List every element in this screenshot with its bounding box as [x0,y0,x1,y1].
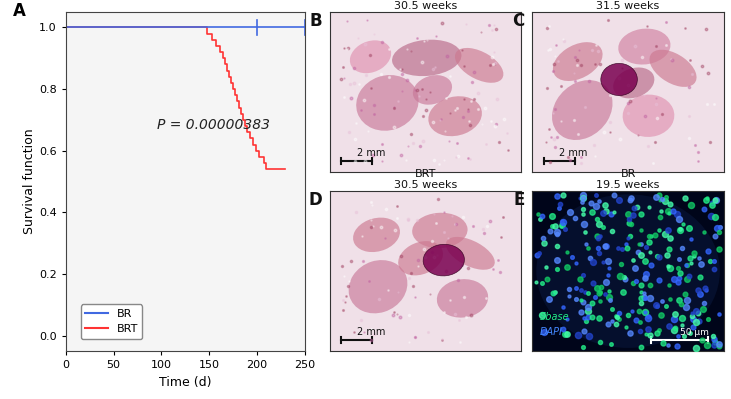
Text: A: A [13,2,26,20]
X-axis label: Time (d): Time (d) [159,376,211,389]
Text: 50 μm: 50 μm [680,328,708,337]
Text: C: C [512,12,525,30]
Ellipse shape [601,63,637,95]
Ellipse shape [428,96,482,136]
Text: Sbase: Sbase [540,312,569,322]
Title: BR
30.5 weeks: BR 30.5 weeks [394,0,457,11]
Ellipse shape [613,67,654,98]
Ellipse shape [623,95,674,137]
Title: BRT
31.5 weeks: BRT 31.5 weeks [596,0,659,11]
Circle shape [537,194,720,348]
Ellipse shape [398,241,443,275]
Text: 2 mm: 2 mm [357,148,385,158]
Text: 2 mm: 2 mm [357,327,385,337]
Ellipse shape [350,40,391,73]
Ellipse shape [455,48,504,83]
Legend: BR, BRT: BR, BRT [81,304,143,339]
Ellipse shape [412,213,468,248]
Text: D: D [308,191,322,209]
Ellipse shape [356,75,419,131]
Ellipse shape [446,237,495,270]
Ellipse shape [553,42,602,81]
Ellipse shape [649,50,697,87]
Ellipse shape [349,260,407,313]
Ellipse shape [618,29,670,65]
Title: BRT
30.5 weeks: BRT 30.5 weeks [394,169,457,190]
Text: 2 mm: 2 mm [559,148,588,158]
Text: DAPI: DAPI [540,327,563,337]
Text: P = 0.00000383: P = 0.00000383 [156,118,270,132]
Ellipse shape [413,75,452,105]
Ellipse shape [437,279,488,318]
Y-axis label: Survival function: Survival function [23,129,37,234]
Ellipse shape [423,244,464,276]
Text: B: B [309,12,322,30]
Text: E: E [513,191,525,209]
Ellipse shape [552,80,613,140]
Ellipse shape [353,217,400,252]
Ellipse shape [392,40,461,76]
Title: BR
19.5 weeks: BR 19.5 weeks [596,169,660,190]
